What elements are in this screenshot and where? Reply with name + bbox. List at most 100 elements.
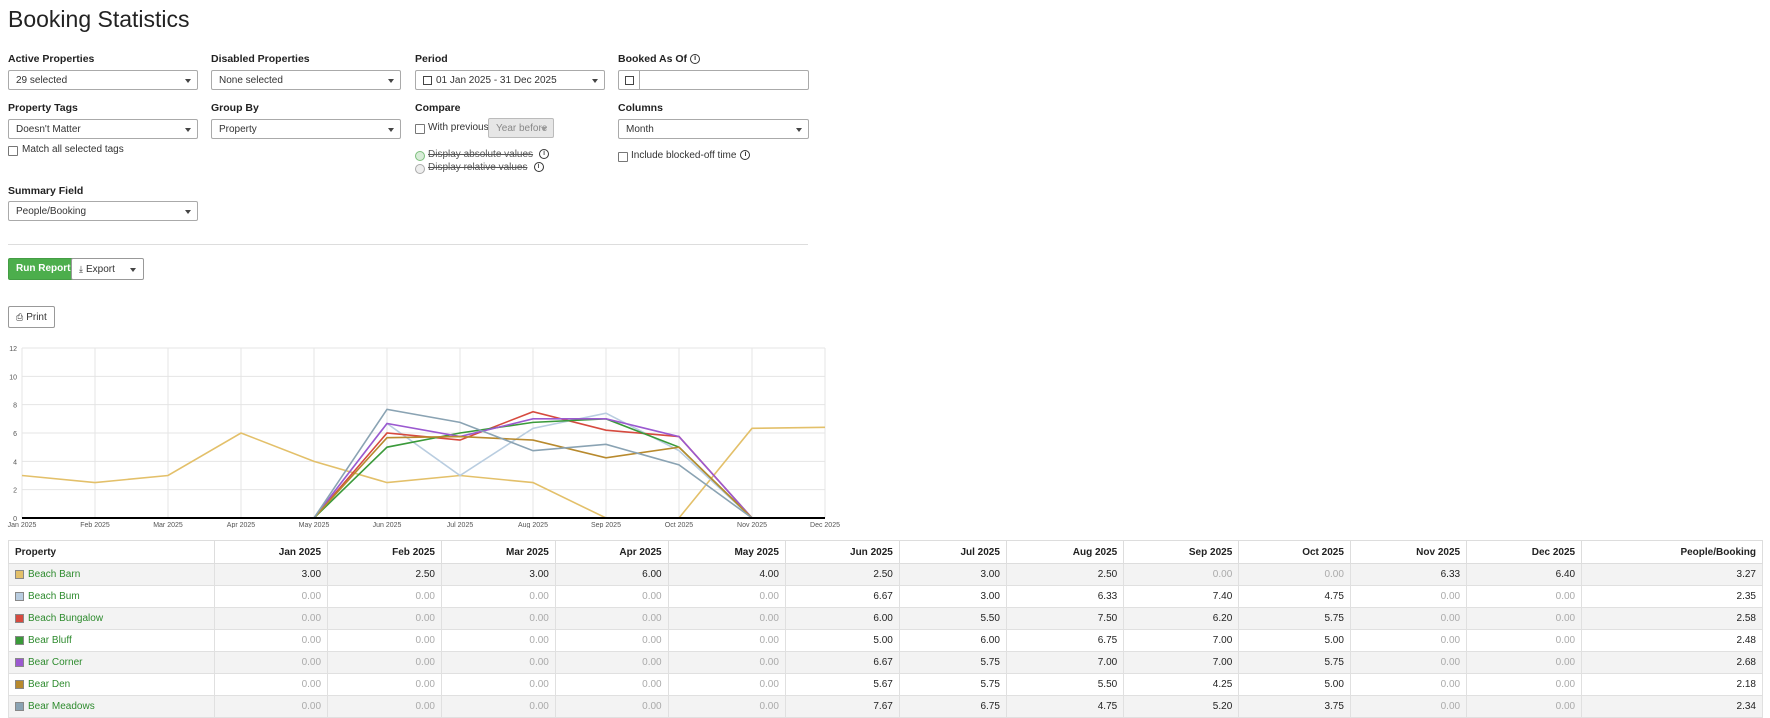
columns-select[interactable]: Month	[618, 119, 809, 139]
value-cell: 0.00	[554, 651, 669, 674]
match-all-tags-label: Match all selected tags	[22, 144, 124, 155]
value-cell: 0.00	[1466, 607, 1583, 630]
info-icon[interactable]: i	[740, 150, 751, 161]
property-link[interactable]: Beach Barn	[28, 568, 81, 580]
y-tick-label: 12	[9, 346, 17, 353]
value-cell: 6.00	[898, 629, 1007, 652]
disabled-properties-select[interactable]: None selected	[211, 70, 401, 90]
value-cell: 0.00	[440, 607, 556, 630]
value-cell: 0.00	[667, 607, 786, 630]
value-cell: 6.67	[784, 651, 900, 674]
year-before-select[interactable]: Year before	[488, 118, 554, 138]
booked-as-of-input[interactable]	[639, 70, 809, 90]
property-link[interactable]: Beach Bum	[28, 590, 80, 602]
x-tick-label: Feb 2025	[80, 522, 110, 528]
value-cell: 0.00	[1349, 651, 1468, 674]
series-line	[21, 426, 826, 519]
value-cell: 0.00	[667, 695, 786, 718]
value-cell: 2.34	[1581, 695, 1763, 718]
booked-as-of-label: Booked As Of i	[618, 53, 701, 65]
info-icon[interactable]: i	[690, 54, 701, 65]
value-cell: 5.67	[784, 673, 900, 696]
value-cell: 2.68	[1581, 651, 1763, 674]
property-link[interactable]: Bear Meadows	[28, 700, 95, 712]
value-cell: 7.00	[1123, 651, 1240, 674]
property-tags-select[interactable]: Doesn't Matter	[8, 119, 198, 139]
x-tick-label: Aug 2025	[518, 522, 548, 528]
property-link[interactable]: Bear Den	[28, 678, 71, 690]
column-header[interactable]: People/Booking	[1581, 540, 1763, 564]
column-header[interactable]: Jan 2025	[214, 540, 329, 564]
value-cell: 0.00	[1466, 651, 1583, 674]
value-cell: 3.00	[440, 563, 556, 586]
chevron-down-icon	[130, 268, 136, 272]
info-icon[interactable]: i	[539, 149, 550, 160]
value-cell: 0.00	[1349, 585, 1468, 608]
column-header[interactable]: Property	[7, 540, 216, 564]
column-header[interactable]: Sep 2025	[1123, 540, 1240, 564]
column-header[interactable]: Mar 2025	[440, 540, 556, 564]
property-link[interactable]: Bear Corner	[28, 656, 83, 668]
include-blocked-checkbox[interactable]	[618, 152, 628, 162]
value-cell: 6.75	[1005, 629, 1125, 652]
column-header[interactable]: Jun 2025	[784, 540, 900, 564]
value-cell: 2.50	[784, 563, 900, 586]
value-cell: 3.00	[898, 585, 1007, 608]
value-cell: 6.33	[1005, 585, 1125, 608]
value-cell: 7.50	[1005, 607, 1125, 630]
column-header[interactable]: Aug 2025	[1005, 540, 1125, 564]
run-report-button[interactable]: Run Report	[8, 258, 79, 280]
period-select[interactable]: 01 Jan 2025 - 31 Dec 2025	[415, 70, 605, 90]
value-cell: 0.00	[1466, 585, 1583, 608]
column-header[interactable]: Dec 2025	[1466, 540, 1583, 564]
print-button[interactable]: ⎙ Print	[8, 306, 55, 328]
value-cell: 7.00	[1123, 629, 1240, 652]
property-link[interactable]: Beach Bungalow	[28, 612, 104, 624]
value-cell: 2.50	[327, 563, 442, 586]
value-cell: 0.00	[1349, 695, 1468, 718]
column-header[interactable]: Apr 2025	[554, 540, 669, 564]
value-cell: 3.27	[1581, 563, 1763, 586]
value-cell: 0.00	[214, 651, 329, 674]
property-cell: Bear Meadows	[7, 695, 216, 718]
column-header[interactable]: Nov 2025	[1349, 540, 1468, 564]
relative-values-label: Display relative values i	[428, 162, 544, 173]
summary-field-select[interactable]: People/Booking	[8, 201, 198, 221]
active-properties-select[interactable]: 29 selected	[8, 70, 198, 90]
value-cell: 4.75	[1005, 695, 1125, 718]
value-cell: 2.58	[1581, 607, 1763, 630]
value-cell: 6.67	[784, 585, 900, 608]
export-button[interactable]: ⤓ Export	[71, 258, 123, 280]
value-cell: 3.00	[898, 563, 1007, 586]
column-header[interactable]: Feb 2025	[327, 540, 442, 564]
with-previous-checkbox[interactable]	[415, 124, 425, 134]
series-line	[22, 418, 825, 519]
group-by-select[interactable]: Property	[211, 119, 401, 139]
property-cell: Beach Bungalow	[7, 607, 216, 630]
column-header[interactable]: May 2025	[667, 540, 786, 564]
table-row: Bear Corner 0.00 0.00 0.00 0.00 0.00 6.67 5.75 7…	[7, 651, 1763, 674]
property-cell: Bear Corner	[7, 651, 216, 674]
value-cell: 0.00	[1238, 563, 1351, 586]
absolute-values-radio[interactable]	[415, 151, 425, 161]
value-cell: 4.00	[667, 563, 786, 586]
info-icon[interactable]: i	[533, 162, 544, 173]
property-link[interactable]: Bear Bluff	[28, 634, 72, 646]
line-chart: 0 2 4 6 8 10 12 Jan 2025 Feb 2025 Mar 2025 Apr 202…	[8, 346, 840, 528]
value-cell: 6.40	[1466, 563, 1583, 586]
column-header[interactable]: Oct 2025	[1238, 540, 1351, 564]
export-dropdown-button[interactable]	[122, 258, 144, 280]
value-cell: 5.75	[898, 651, 1007, 674]
value-cell: 0.00	[440, 651, 556, 674]
value-cell: 0.00	[214, 607, 329, 630]
match-all-tags-checkbox[interactable]	[8, 146, 18, 156]
value-cell: 6.00	[554, 563, 669, 586]
column-header[interactable]: Jul 2025	[898, 540, 1007, 564]
relative-values-radio[interactable]	[415, 164, 425, 174]
download-icon: ⤓	[79, 264, 83, 274]
y-tick-label: 0	[13, 516, 17, 523]
divider	[8, 244, 808, 245]
calendar-button[interactable]	[618, 70, 640, 90]
value-cell: 2.48	[1581, 629, 1763, 652]
value-cell: 0.00	[440, 629, 556, 652]
